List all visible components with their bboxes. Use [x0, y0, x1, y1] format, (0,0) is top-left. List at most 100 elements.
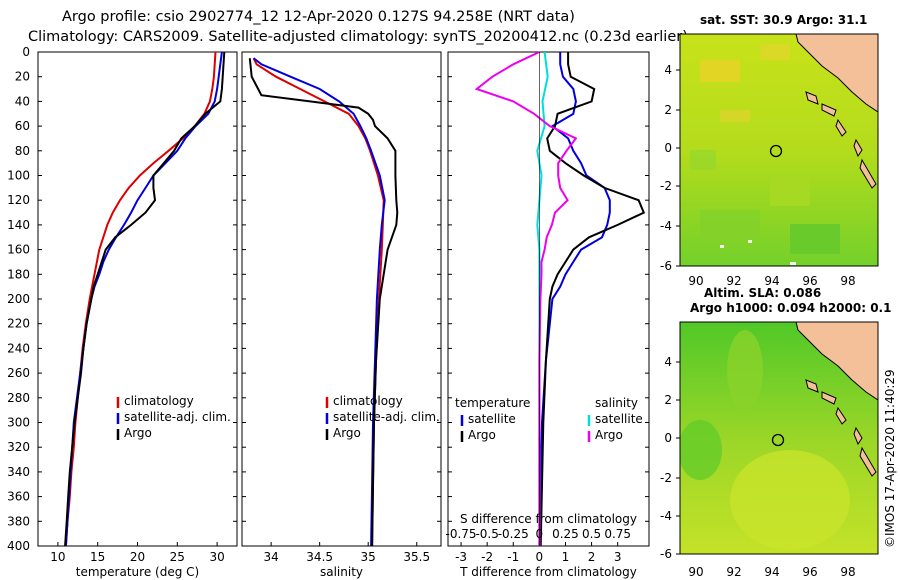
sla-xtick-label: 92 [726, 565, 741, 579]
profile-panel-2: -3 -2 -1 0 1 2 3T difference from climatology S… [446, 51, 650, 579]
sla-ytick-label: 0 [664, 431, 672, 445]
sst-map-xticks: 90 92 94 96 98 [688, 274, 855, 288]
sst-map: sat. SST: 30.9 Argo: 31.1 [660, 13, 879, 288]
legend-label: satellite [595, 412, 643, 426]
sst-map-yticks: -6 -4 -2 0 2 4 [660, 63, 680, 273]
sla-ytick-label: 2 [664, 393, 672, 407]
x-tick-label: 35 [361, 550, 376, 564]
sla-ytick-label: -4 [660, 509, 672, 523]
legend-label: Argo [124, 426, 152, 440]
sumatra-coast-map1 [795, 34, 878, 113]
sst-xtick-label: 96 [802, 274, 817, 288]
sla-xtick-label: 94 [764, 565, 779, 579]
depth-tick-label: 120 [7, 193, 30, 207]
depth-tick-label: 0 [22, 45, 30, 59]
island-map2-e [859, 446, 877, 477]
x-tick-label: 34 [263, 550, 278, 564]
legend-label: climatology [124, 394, 194, 408]
sst-xtick-label: 98 [840, 274, 855, 288]
sla-patches [680, 330, 850, 550]
legend-salinity-header: salinity [595, 396, 638, 410]
legend-label: satellite-adj. clim. [124, 410, 231, 424]
x-tick-label: 15 [90, 550, 105, 564]
float-position-marker-map2 [771, 433, 785, 447]
depth-tick-label: 40 [15, 94, 30, 108]
sla-xtick-label: 96 [802, 565, 817, 579]
island-map1-c [835, 118, 847, 137]
diff-series-line [474, 52, 578, 546]
sla-xtick-label: 90 [688, 565, 703, 579]
island-map1-d [853, 138, 863, 158]
x-tick-label: 35.5 [403, 550, 430, 564]
legend-label: Argo [333, 426, 361, 440]
x-tick-label: 20 [130, 550, 145, 564]
island-map1-a [805, 91, 819, 105]
sst-map-title: sat. SST: 30.9 Argo: 31.1 [700, 13, 867, 27]
top-x-tick-label: 0 [536, 527, 544, 541]
float-position-marker-map1 [769, 144, 783, 158]
diff-series-line [539, 52, 646, 546]
x-axis-label: T difference from climatology [459, 565, 637, 579]
x-tick-label: 10 [50, 550, 65, 564]
island-map2-d [853, 426, 863, 446]
panel-frame [37, 51, 238, 547]
sla-map-subtitle: Argo h1000: 0.094 h2000: 0.1 [690, 301, 891, 315]
series-line-argo [248, 58, 399, 546]
x-tick-label: -1 [507, 550, 519, 564]
sla-map-title: Altim. SLA: 0.086 [704, 286, 821, 300]
series-line-satellite-adj-clim- [252, 57, 386, 546]
legend-label: Argo [595, 428, 623, 442]
imos-credit: ©IMOS 17-Apr-2020 11:40:29 [883, 369, 897, 548]
sla-map-xticks: 90 92 94 96 98 [688, 565, 855, 579]
sla-map: Altim. SLA: 0.086 Argo h1000: 0.094 h200… [660, 286, 891, 579]
x-tick-label: -3 [455, 550, 467, 564]
depth-tick-label: 180 [7, 267, 30, 281]
x-tick-label: -2 [481, 550, 493, 564]
title-line-2: Climatology: CARS2009. Satellite-adjuste… [28, 29, 688, 45]
x-tick-label: 30 [209, 550, 224, 564]
series-line-climatology [64, 52, 217, 546]
top-x-tick-label: -0.5 [475, 527, 498, 541]
legend-temperature-header: temperature [455, 396, 530, 410]
series-lines [248, 57, 399, 546]
legend-label: satellite-adj. clim. [333, 410, 440, 424]
depth-tick-label: 220 [7, 317, 30, 331]
sla-ytick-label: -2 [660, 471, 672, 485]
x-tick-label: 25 [170, 550, 185, 564]
sst-ytick-label: 4 [664, 63, 672, 77]
top-x-tick-label: -0.75 [446, 527, 477, 541]
depth-tick-label: 240 [7, 341, 30, 355]
depth-tick-label: 200 [7, 292, 30, 306]
legend-label: Argo [468, 428, 496, 442]
depth-tick-label: 340 [7, 465, 30, 479]
depth-tick-label: 380 [7, 514, 30, 528]
panel-frame [241, 51, 442, 547]
x-axis-label: salinity [320, 565, 363, 579]
legend-label: satellite [468, 412, 516, 426]
sst-xtick-label: 90 [688, 274, 703, 288]
x-tick-label: 34.5 [306, 550, 333, 564]
sumatra-coast-map2 [795, 322, 878, 401]
top-x-tick-label: 0.5 [582, 527, 601, 541]
profile-panel-0: 10 15 20 25 30 temperature (deg C) climatology… [37, 51, 238, 579]
depth-tick-label: 260 [7, 366, 30, 380]
island-map2-a [805, 379, 819, 393]
depth-tick-label: 400 [7, 539, 30, 553]
x-tick-label: 3 [614, 550, 622, 564]
depth-tick-label: 80 [15, 144, 30, 158]
sla-xtick-label: 98 [840, 565, 855, 579]
depth-tick-label: 300 [7, 416, 30, 430]
top-x-tick-label: -0.25 [498, 527, 529, 541]
top-x-axis-label: S difference from climatology [460, 512, 637, 526]
x-tick-label: 0 [536, 550, 544, 564]
depth-tick-label: 100 [7, 169, 30, 183]
island-map2-b [821, 391, 837, 405]
x-axis-label: temperature (deg C) [76, 565, 199, 579]
sst-ytick-label: -4 [660, 219, 672, 233]
diff-series-line [538, 52, 611, 546]
series-line-climatology [252, 57, 385, 546]
sla-ytick-label: 4 [664, 355, 672, 369]
top-x-tick-label: 0.25 [552, 527, 579, 541]
x-tick-label: 2 [588, 550, 596, 564]
